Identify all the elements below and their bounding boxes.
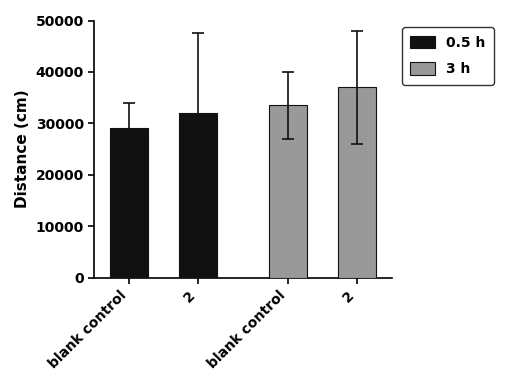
Bar [109,129,148,278]
Bar [337,87,376,278]
Bar [269,105,306,278]
Bar [179,113,217,278]
Y-axis label: Distance (cm): Distance (cm) [15,90,30,208]
Legend: 0.5 h, 3 h: 0.5 h, 3 h [401,27,493,85]
